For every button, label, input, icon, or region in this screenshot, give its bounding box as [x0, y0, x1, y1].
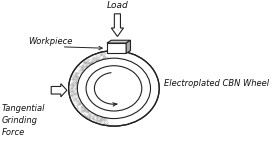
Polygon shape [107, 40, 131, 43]
Ellipse shape [77, 58, 150, 119]
Polygon shape [126, 40, 131, 53]
Polygon shape [111, 14, 124, 36]
Text: Electroplated CBN Wheel: Electroplated CBN Wheel [164, 79, 270, 88]
Text: Load: Load [107, 1, 128, 10]
Ellipse shape [86, 66, 142, 111]
Ellipse shape [69, 51, 159, 126]
Text: Workpiece: Workpiece [28, 37, 73, 46]
Bar [107, 43, 126, 53]
Polygon shape [51, 84, 67, 97]
Text: Tangential
Grinding
Force: Tangential Grinding Force [2, 104, 45, 137]
